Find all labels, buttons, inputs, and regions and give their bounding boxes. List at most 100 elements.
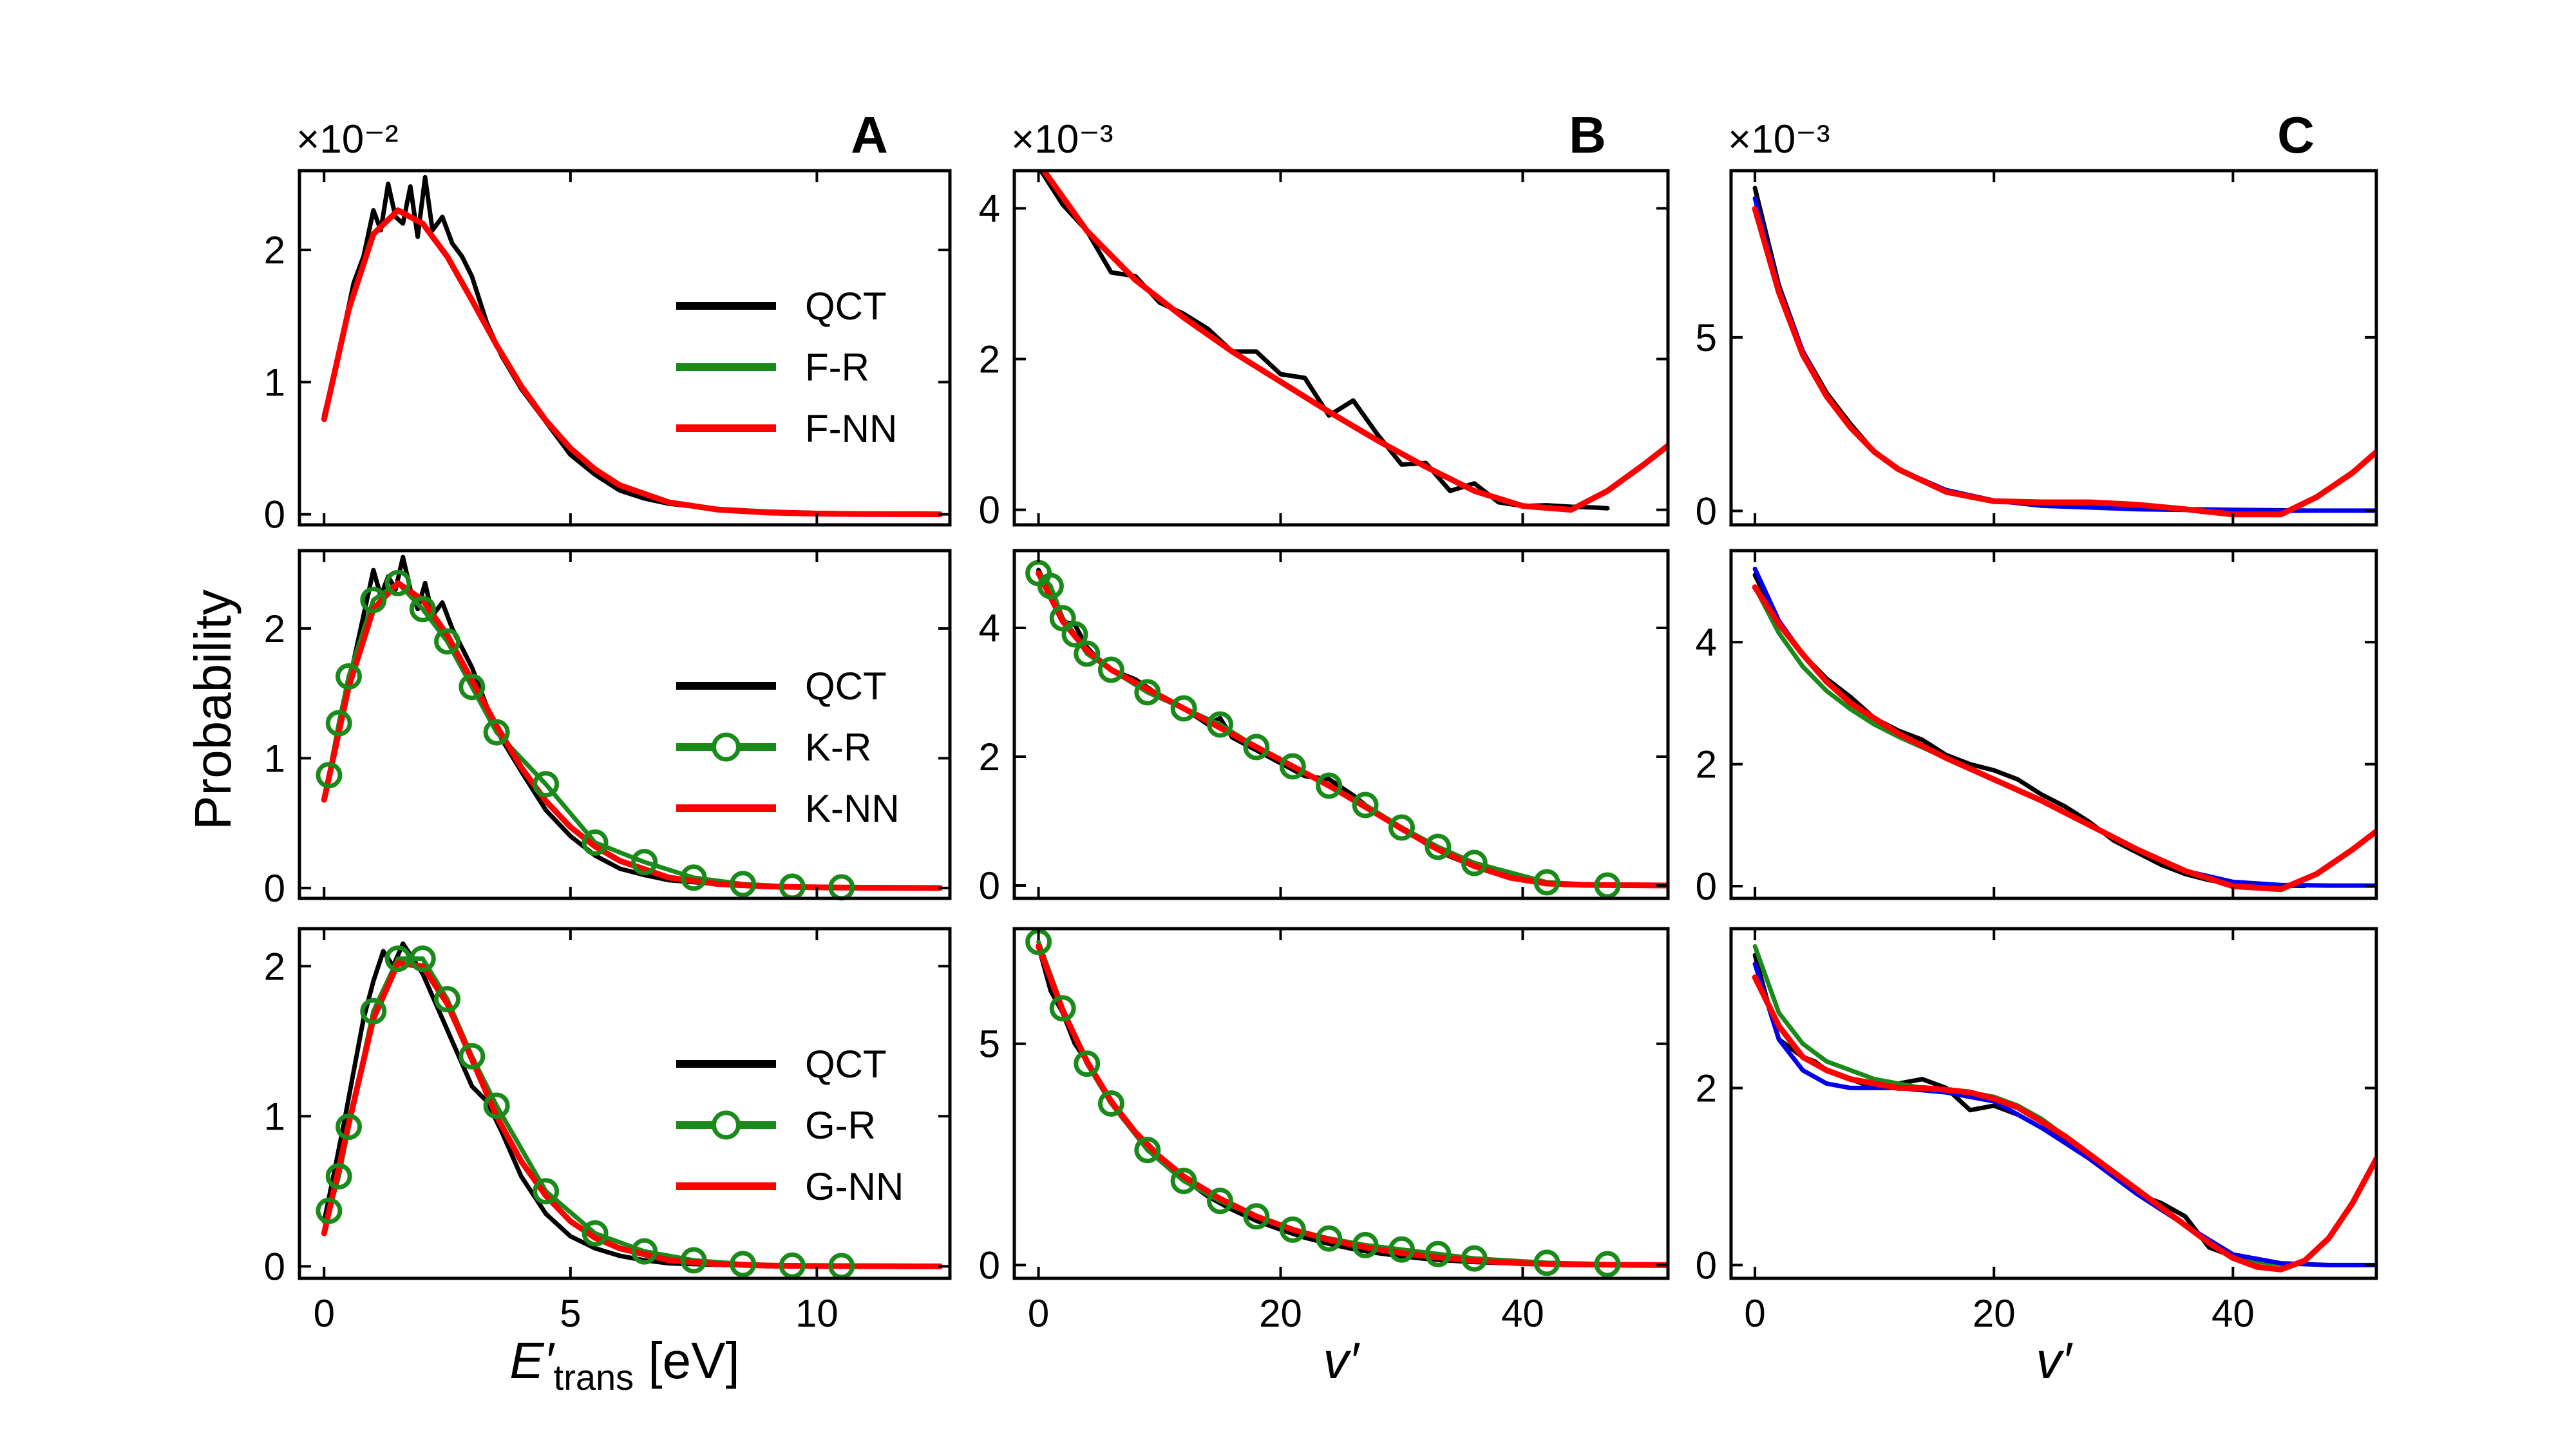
plot-frame bbox=[1729, 549, 2378, 900]
data-point-g-r bbox=[533, 1178, 560, 1205]
series-group bbox=[321, 175, 943, 518]
series-line-blue bbox=[1752, 961, 2376, 1267]
y-tick-label: 4 bbox=[979, 607, 1000, 650]
panel-C1: 0 5 ×10⁻³ C bbox=[1696, 106, 2378, 533]
legend-label: G-NN bbox=[805, 1165, 904, 1208]
y-tick-label: 0 bbox=[1696, 865, 1717, 908]
series-line-qct bbox=[1752, 573, 2307, 889]
y-tick-label: 2 bbox=[264, 607, 285, 650]
series-line-qct bbox=[1752, 185, 2307, 513]
series-group bbox=[1036, 940, 1668, 1268]
data-point-k-r bbox=[1074, 640, 1101, 667]
legend-marker bbox=[712, 732, 741, 762]
data-point-g-r bbox=[409, 945, 436, 972]
panel-C2: 0 2 4 bbox=[1696, 549, 2378, 908]
x-tick-label: 0 bbox=[1028, 1292, 1049, 1335]
data-point-g-r bbox=[1097, 1090, 1124, 1117]
x-tick-label: 0 bbox=[314, 1292, 335, 1335]
data-point-k-r bbox=[316, 762, 343, 789]
x-tick-label: 5 bbox=[560, 1292, 581, 1335]
series-line-red bbox=[1752, 584, 2376, 893]
data-point-k-r bbox=[631, 849, 658, 876]
y-tick-label: 1 bbox=[264, 361, 285, 404]
x-axis-label: v′ bbox=[2036, 1332, 2074, 1389]
series-line-green bbox=[1752, 585, 2284, 889]
y-tick-label: 0 bbox=[1696, 1244, 1717, 1287]
data-point-g-r bbox=[1425, 1240, 1452, 1267]
y-tick-label: 0 bbox=[979, 1244, 1000, 1287]
series-line-g-nn bbox=[1036, 943, 1668, 1268]
series-line-k-r bbox=[1036, 571, 1610, 888]
data-point-k-r bbox=[1097, 656, 1124, 683]
plot-frame bbox=[1012, 549, 1670, 900]
series-line-g-r bbox=[327, 956, 844, 1269]
y-tick-label: 0 bbox=[264, 493, 285, 536]
data-point-k-r bbox=[434, 628, 460, 655]
series-line-qct bbox=[321, 554, 943, 891]
panel-B2: 0 2 4 bbox=[979, 549, 1670, 907]
data-point-k-r bbox=[582, 829, 609, 856]
y-tick-label: 1 bbox=[264, 1095, 285, 1138]
data-point-g-r bbox=[384, 945, 412, 972]
series-line-red bbox=[1752, 205, 2376, 518]
data-point-g-r bbox=[316, 1197, 343, 1224]
legend-marker bbox=[712, 1110, 741, 1140]
x-tick-label: 40 bbox=[2211, 1292, 2255, 1335]
y-tick-label: 0 bbox=[979, 489, 1000, 532]
panel-letter: A bbox=[851, 106, 888, 164]
axis-multiplier: ×10⁻² bbox=[296, 117, 399, 162]
series-line-qct bbox=[1038, 171, 1610, 511]
data-point-g-r bbox=[1461, 1245, 1488, 1272]
y-tick-label: 4 bbox=[979, 187, 1000, 231]
data-point-k-r bbox=[1316, 772, 1343, 799]
series-group bbox=[1752, 566, 2376, 893]
data-point-g-r bbox=[1049, 995, 1076, 1022]
data-point-k-r bbox=[1061, 621, 1088, 648]
x-tick-label: 0 bbox=[1744, 1292, 1765, 1335]
data-point-g-r bbox=[1533, 1249, 1560, 1276]
legend: QCT G-R G-NN bbox=[676, 1043, 904, 1208]
data-point-k-r bbox=[1037, 573, 1064, 600]
data-point-k-r bbox=[483, 719, 510, 746]
series-line-qct bbox=[1036, 567, 1610, 887]
panel-A2: 0 1 2 QCT K-R K-NN bbox=[264, 549, 952, 910]
data-point-g-r bbox=[1074, 1050, 1101, 1077]
data-point-k-r bbox=[1388, 814, 1415, 841]
data-point-k-r bbox=[336, 663, 362, 690]
y-tick-label: 2 bbox=[1696, 743, 1717, 786]
series-line-k-r bbox=[327, 580, 844, 890]
data-point-k-r bbox=[360, 587, 387, 614]
series-line-f-nn bbox=[1040, 171, 1668, 513]
data-point-g-r bbox=[1207, 1188, 1233, 1215]
plot-frame bbox=[298, 549, 952, 900]
legend-label: K-R bbox=[805, 726, 871, 769]
series-line-blue bbox=[1752, 196, 2376, 513]
data-point-g-r bbox=[1279, 1216, 1306, 1243]
series-group bbox=[321, 554, 943, 891]
y-tick-label: 2 bbox=[979, 735, 1000, 779]
series-group bbox=[321, 941, 943, 1269]
y-tick-label: 2 bbox=[264, 229, 285, 272]
y-tick-label: 0 bbox=[1696, 489, 1717, 533]
data-point-k-r bbox=[1207, 711, 1233, 738]
data-point-g-r bbox=[779, 1252, 806, 1279]
legend-label: K-NN bbox=[805, 787, 900, 830]
y-tick-label: 2 bbox=[264, 945, 285, 988]
data-point-k-r bbox=[1594, 872, 1621, 899]
y-tick-label: 0 bbox=[979, 864, 1000, 907]
panel-letter: C bbox=[2277, 106, 2315, 164]
x-tick-label: 40 bbox=[1501, 1292, 1544, 1335]
data-point-k-r bbox=[680, 864, 707, 891]
x-tick-label: 20 bbox=[1973, 1292, 2016, 1335]
series-group bbox=[1752, 944, 2376, 1273]
data-point-k-r bbox=[730, 871, 757, 898]
legend: QCT F-R F-NN bbox=[676, 285, 897, 450]
plot-frame bbox=[1012, 169, 1670, 527]
data-point-k-r bbox=[409, 596, 436, 623]
data-point-g-r bbox=[360, 998, 387, 1025]
legend-label: QCT bbox=[805, 1043, 887, 1086]
data-point-g-r bbox=[325, 1163, 352, 1189]
series-line-red bbox=[1752, 974, 2376, 1273]
y-tick-label: 0 bbox=[264, 1245, 285, 1288]
